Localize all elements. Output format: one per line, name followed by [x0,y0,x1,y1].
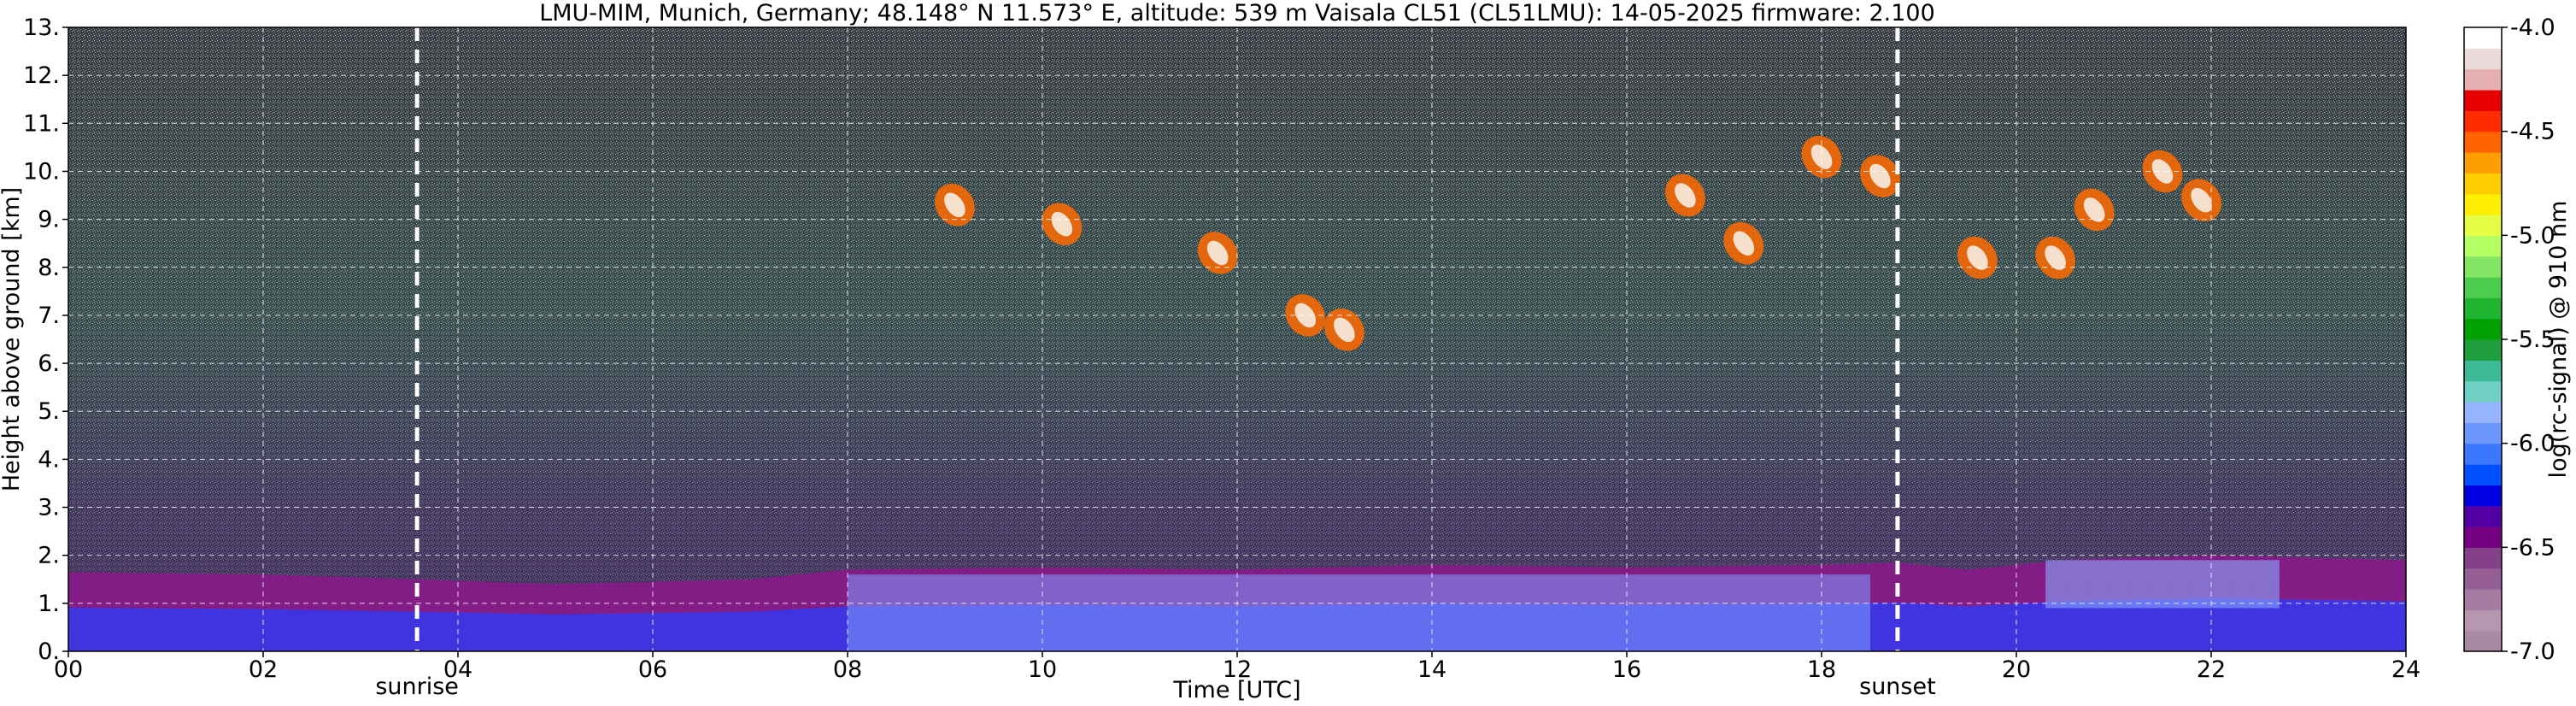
cloud-core [2083,197,2105,222]
convective-layer [848,574,1870,651]
y-tick-label: 5. [38,398,60,425]
colorbar-tick-label: -5.0 [2510,222,2555,249]
colorbar-tick-label: -4.5 [2510,119,2555,145]
x-tick-label: 06 [638,656,667,683]
y-tick-label: 12. [23,62,60,89]
colorbar-swatch [2464,527,2502,548]
colorbar-swatch [2464,443,2502,465]
cloud-core [1206,240,1229,266]
colorbar-swatch [2464,68,2502,91]
cloud-core [2151,159,2174,184]
colorbar: -4.0 -4.5 -5.0 -5.5 -6.0 -6.5 -7.0 log(rc-sign… [2463,15,2572,665]
sun-markers [414,27,1900,651]
chart-title: LMU-MIM, Munich, Germany; 48.148° N 11.5… [539,0,1935,26]
x-axis-label: Time [UTC] [1172,677,1300,703]
colorbar-swatch [2464,547,2502,569]
colorbar-swatch [2464,339,2502,361]
colorbar-swatch [2464,505,2502,527]
colorbar-swatch [2464,464,2502,485]
colorbar-swatch [2464,173,2502,195]
residual-layer [2045,560,2280,609]
x-tick-label: 12 [1223,656,1252,683]
colorbar-tick-label: -6.0 [2510,431,2555,457]
grid [68,27,2406,651]
x-tick-label: 02 [249,656,278,683]
plot-area [67,26,2407,652]
y-tick-label: 4. [38,446,60,473]
x-tick-label: 10 [1028,656,1057,683]
colorbar-ticks: -4.0 -4.5 -5.0 -5.5 -6.0 -6.5 -7.0 [2502,15,2555,665]
cloud-core [2045,245,2066,270]
y-tick-label: 2. [38,543,60,569]
x-tick-label: 16 [1612,656,1641,683]
colorbar-swatch [2464,131,2502,153]
cloud-core [1967,245,1988,270]
x-axis: 00 02 04 06 08 10 12 14 16 18 20 22 24 [54,651,2421,683]
cloud-core [1294,303,1317,328]
colorbar-swatch [2464,48,2502,70]
colorbar-tick-label: -6.5 [2510,534,2555,561]
colorbar-swatch [2464,193,2502,215]
x-tick-label: 00 [54,656,83,683]
colorbar-swatch [2464,360,2502,382]
y-tick-label: 6. [38,350,60,377]
y-axis-label: Height above ground [km] [0,187,25,491]
colorbar-swatch [2464,318,2502,340]
x-tick-label: 08 [833,656,862,683]
cloud-core [1051,211,1073,237]
x-tick-label: 04 [443,656,472,683]
colorbar-swatches [2464,27,2502,652]
x-tick-label: 18 [1807,656,1836,683]
colorbar-swatch [2464,568,2502,590]
y-tick-label: 3. [38,495,60,521]
sun-marker-labels: sunrise sunset [375,674,1935,700]
sunset-label: sunset [1859,674,1936,700]
colorbar-label: log(rc-signal) @ 910 nm [2545,201,2572,479]
colorbar-swatch [2464,235,2502,257]
y-tick-label: 9. [38,207,60,233]
colorbar-swatch [2464,402,2502,423]
colorbar-swatch [2464,589,2502,610]
y-tick-label: 7. [38,303,60,329]
y-tick-label: 13. [23,15,60,41]
y-tick-label: 0. [38,638,60,665]
sunrise-label: sunrise [375,674,459,700]
x-tick-label: 22 [2197,656,2226,683]
y-tick-label: 1. [38,591,60,617]
colorbar-tick-label: -7.0 [2510,638,2555,665]
colorbar-swatch [2464,609,2502,632]
cloud-core [1869,163,1891,189]
colorbar-swatch [2464,297,2502,320]
x-tick-label: 24 [2391,656,2421,683]
cloud-core [1733,231,1755,256]
colorbar-swatch [2464,215,2502,236]
colorbar-swatch [2464,256,2502,278]
colorbar-swatch [2464,27,2502,49]
cloud-core [2191,187,2212,213]
y-tick-label: 8. [38,255,60,281]
colorbar-swatch [2464,90,2502,111]
y-tick-label: 10. [23,158,60,185]
colorbar-swatch [2464,110,2502,132]
x-tick-label: 14 [1417,656,1446,683]
colorbar-tick-label: -5.5 [2510,327,2555,353]
cloud-core [944,192,965,218]
cloud-core [1334,317,1355,343]
x-tick-label: 20 [2002,656,2031,683]
colorbar-swatch [2464,422,2502,444]
cloud-core [1675,183,1696,208]
colorbar-swatch [2464,152,2502,174]
colorbar-swatch [2464,277,2502,298]
colorbar-swatch [2464,630,2502,652]
cloud-core [1810,144,1833,169]
colorbar-swatch [2464,380,2502,403]
y-tick-label: 11. [23,110,60,137]
colorbar-tick-label: -4.0 [2510,15,2555,41]
y-axis: 0. 1. 2. 3. 4. 5. 6. 7. 8. 9. 10. 11. 12. 13. [23,15,68,665]
colorbar-swatch [2464,485,2502,507]
